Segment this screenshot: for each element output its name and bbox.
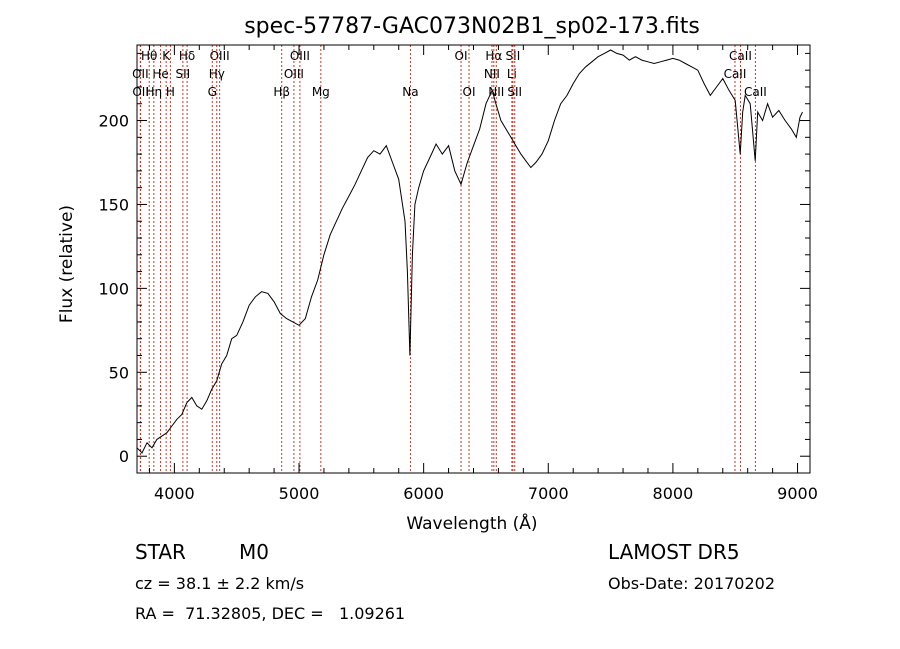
y-tick-label: 200 xyxy=(98,112,129,131)
line-label: Hη xyxy=(146,85,163,99)
x-tick-label: 7000 xyxy=(528,484,569,503)
object-subclass: M0 xyxy=(239,540,269,564)
line-label: Hδ xyxy=(179,49,195,63)
line-label: Hβ xyxy=(273,85,290,99)
plot-border xyxy=(136,44,811,474)
x-tick-label: 5000 xyxy=(279,484,320,503)
line-label: NII xyxy=(484,67,500,81)
line-label: SII xyxy=(507,85,522,99)
line-label: CaII xyxy=(724,67,747,81)
x-tick-label: 4000 xyxy=(154,484,195,503)
line-label: CaII xyxy=(744,85,767,99)
x-tick-label: 6000 xyxy=(403,484,444,503)
x-tick-label: 9000 xyxy=(777,484,818,503)
y-tick-label: 0 xyxy=(119,447,129,466)
y-tick-label: 150 xyxy=(98,195,129,214)
line-label: G xyxy=(208,85,217,99)
y-tick-label: 50 xyxy=(109,363,129,382)
line-label: OI xyxy=(455,49,468,63)
line-label: SII xyxy=(506,49,521,63)
coordinates: RA = 71.32805, DEC = 1.09261 xyxy=(135,604,406,623)
line-label: Mg xyxy=(312,85,330,99)
y-axis: 0 50 100 150 200 xyxy=(98,52,810,466)
line-label: H xyxy=(166,85,175,99)
line-label: Hα xyxy=(485,49,502,63)
x-tick-label: 8000 xyxy=(653,484,694,503)
survey-name: LAMOST DR5 xyxy=(608,540,740,564)
y-axis-label: Flux (relative) xyxy=(57,205,77,323)
line-label: Hθ xyxy=(141,49,157,63)
line-label: NII xyxy=(488,85,504,99)
chart-title: spec-57787-GAC073N02B1_sp02-173.fits xyxy=(244,14,700,39)
line-label: He xyxy=(152,67,168,81)
line-label: K xyxy=(162,49,171,63)
plot-frame xyxy=(136,44,811,474)
spectrum-line xyxy=(136,49,803,454)
line-label: OII xyxy=(132,85,149,99)
observation-date: Obs-Date: 20170202 xyxy=(608,574,776,593)
line-label: OIII xyxy=(284,67,304,81)
object-class: STAR xyxy=(135,540,186,564)
line-label: SII xyxy=(176,67,191,81)
spectral-line-markers: Hθ K Hδ OIII OIII OI Hα SII CaII OII He SII Hγ OIII NI… xyxy=(132,45,767,473)
line-label: OIII xyxy=(290,49,310,63)
line-label: Na xyxy=(402,85,418,99)
line-label: OI xyxy=(463,85,476,99)
x-axis: 4000 5000 6000 7000 8000 9000 xyxy=(148,45,818,503)
x-axis-label: Wavelength (Å) xyxy=(406,512,537,534)
line-label: Li xyxy=(507,67,517,81)
line-label: CaII xyxy=(729,49,752,63)
redshift-cz: cz = 38.1 ± 2.2 km/s xyxy=(135,574,305,593)
line-label: OIII xyxy=(210,49,230,63)
line-label: Hγ xyxy=(209,67,225,81)
y-tick-label: 100 xyxy=(98,279,129,298)
